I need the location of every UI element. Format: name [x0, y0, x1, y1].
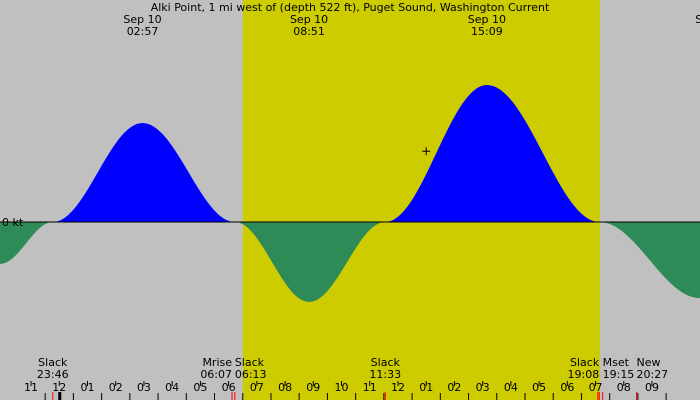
hour-tick-label: 09 — [645, 381, 659, 394]
event-name-label: Mrise — [202, 356, 232, 369]
hour-tick-label: 03 — [137, 381, 151, 394]
extreme-date-label: Sep 10 — [123, 13, 161, 26]
event-name-label: Slack — [371, 356, 401, 369]
hour-tick-label: 06 — [560, 381, 574, 394]
hour-tick-label: 07 — [589, 381, 603, 394]
zero-axis-label: 0 kt — [2, 216, 24, 229]
event-name-label: Slack — [38, 356, 68, 369]
hour-tick-label: 01 — [419, 381, 433, 394]
event-time-label: 23:46 — [37, 368, 69, 381]
extreme-date-label: Sep 10 — [290, 13, 328, 26]
event-time-label: 11:33 — [369, 368, 401, 381]
crosshair — [422, 147, 431, 156]
current-area-series — [0, 85, 700, 302]
ebb-area — [0, 222, 700, 302]
event-name-label: Mset — [603, 356, 630, 369]
event-time-label: 19:15 — [603, 368, 635, 381]
hour-tick-label: 04 — [165, 381, 179, 394]
event-labels: Slack23:46Mrise06:07Slack06:13Slack11:33… — [37, 356, 668, 381]
event-markers — [52, 392, 637, 400]
hour-tick-label: 07 — [250, 381, 264, 394]
hour-tick-label: 02 — [109, 381, 123, 394]
hour-tick-label: 11 — [363, 381, 377, 394]
hour-tick-label: 05 — [532, 381, 546, 394]
event-time-label: 20:27 — [636, 368, 668, 381]
hour-tick-label: 10 — [335, 381, 349, 394]
event-name-label: Slack — [235, 356, 265, 369]
hour-tick-label: 02 — [447, 381, 461, 394]
event-time-label: 06:07 — [200, 368, 232, 381]
event-time-label: 19:08 — [568, 368, 600, 381]
event-name-label: New — [636, 356, 660, 369]
hour-tick-label: 12 — [391, 381, 405, 394]
extreme-time-label: 02:57 — [127, 25, 159, 38]
extreme-date-label: Sep — [695, 13, 700, 26]
extreme-time-label: 15:09 — [471, 25, 503, 38]
extreme-time-label: 08:51 — [293, 25, 325, 38]
flood-area — [0, 85, 700, 222]
extreme-date-label: Sep 10 — [468, 13, 506, 26]
event-name-label: Slack — [570, 356, 600, 369]
hour-tick-label: 09 — [306, 381, 320, 394]
midnight-marker — [58, 392, 62, 400]
hour-tick-label: 08 — [278, 381, 292, 394]
hour-tick-label: 12 — [52, 381, 66, 394]
hour-tick-label: 05 — [193, 381, 207, 394]
hour-tick-label: 11 — [24, 381, 38, 394]
hour-tick-label: 01 — [81, 381, 95, 394]
chart-title: Alki Point, 1 mi west of (depth 522 ft),… — [151, 1, 550, 14]
hour-tick-label: 08 — [617, 381, 631, 394]
hour-tick-label: 04 — [504, 381, 518, 394]
event-time-label: 06:13 — [235, 368, 267, 381]
hour-tick-label: 06 — [222, 381, 236, 394]
hour-tick-label: 03 — [476, 381, 490, 394]
hour-axis: 11 12 01 02 03 04 05 06 07 08 09 10 11 12 01 02 03 04 05 06… — [24, 381, 667, 400]
